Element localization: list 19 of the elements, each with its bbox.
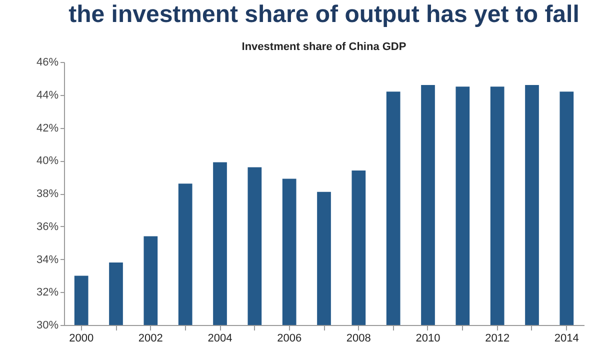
y-tick-label: 32% [36, 286, 59, 299]
y-tick-label: 46% [36, 56, 59, 68]
y-tick-label: 38% [36, 188, 59, 200]
y-tick-label: 36% [36, 220, 59, 233]
y-tick-label: 42% [36, 122, 59, 134]
x-tick-label: 2010 [416, 332, 440, 344]
x-tick-label: 2006 [277, 332, 302, 344]
chart-title: the investment share of output has yet to fall [68, 1, 580, 28]
x-tick-label: 2002 [138, 332, 163, 344]
x-tick-label: 2004 [208, 332, 232, 344]
x-tick-label: 2008 [346, 332, 371, 344]
y-tick-label: 44% [36, 89, 59, 102]
y-tick-label: 30% [36, 320, 59, 332]
x-tick-label: 2014 [554, 332, 579, 344]
x-tick-label: 2012 [485, 332, 510, 344]
y-tick-label: 40% [36, 155, 59, 168]
y-tick-label: 34% [36, 254, 59, 266]
x-tick-label: 2000 [69, 332, 94, 344]
chart-subtitle: Investment share of China GDP [242, 41, 406, 53]
